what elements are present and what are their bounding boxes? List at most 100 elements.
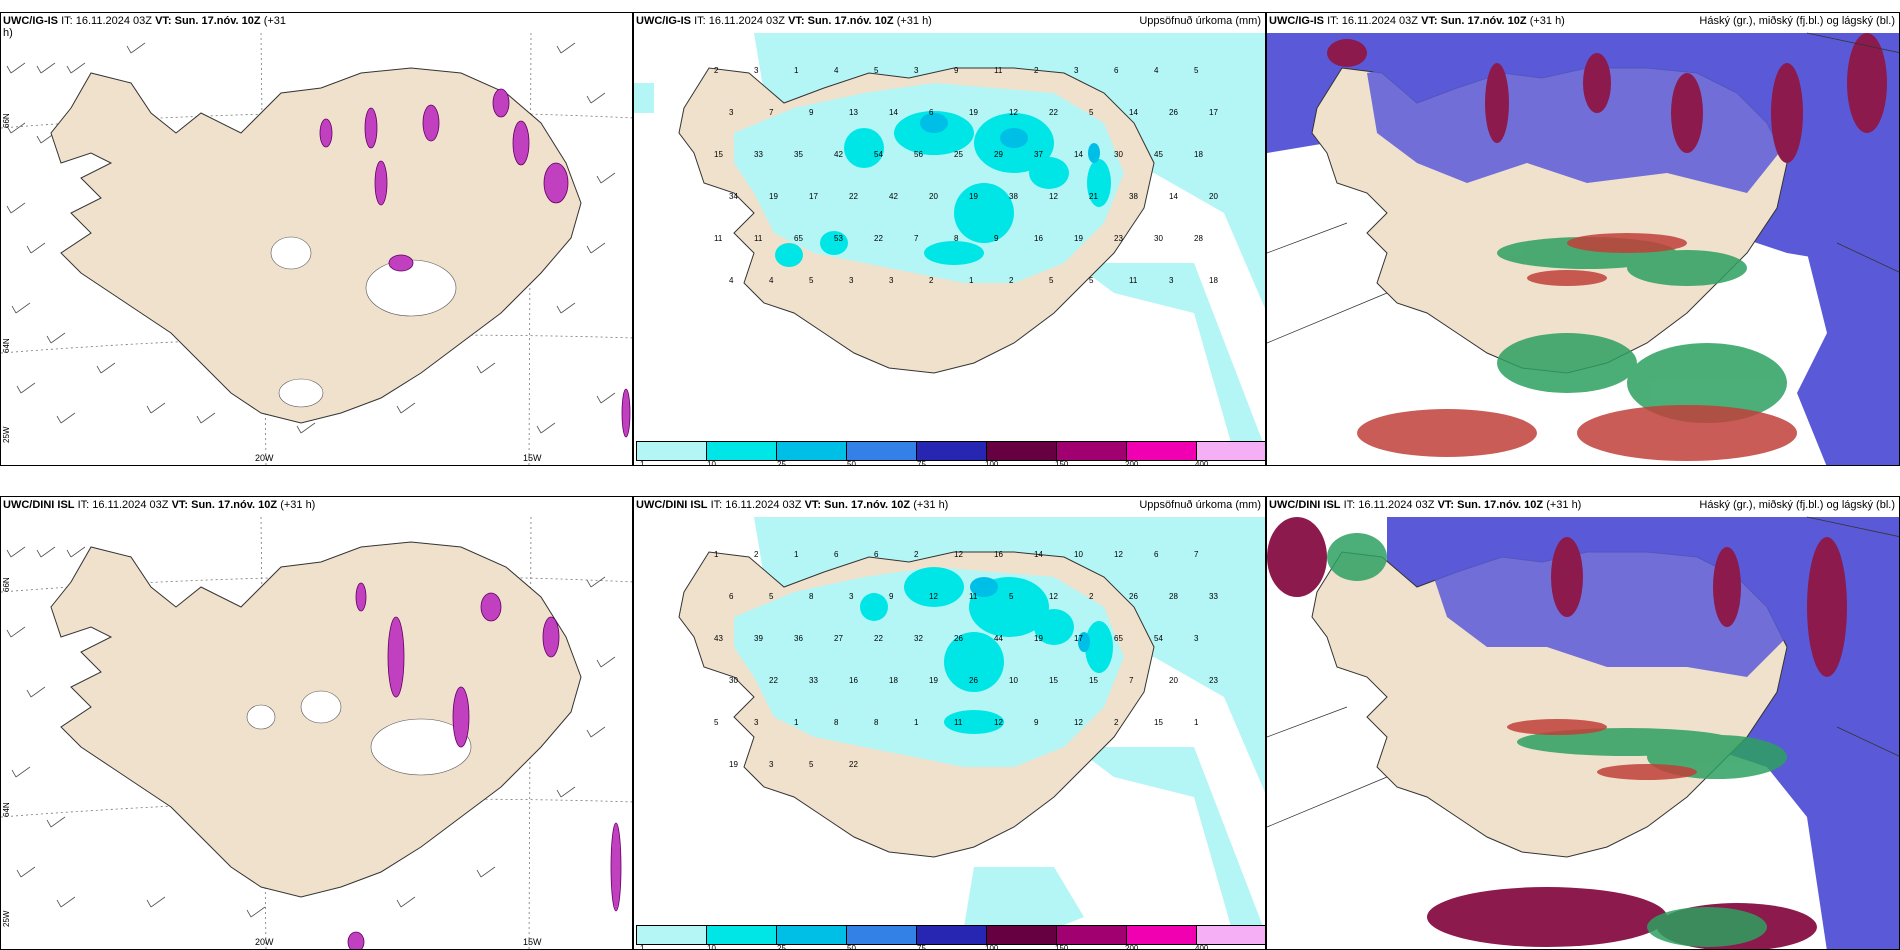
precip-value: 18: [889, 676, 898, 685]
colorbar-tick: 100: [985, 944, 999, 950]
precip-value: 33: [754, 150, 763, 159]
precip-value: 30: [1154, 234, 1163, 243]
map-panel-dini-precip: UWC/DINI ISL IT: 16.11.2024 03Z VT: Sun.…: [633, 496, 1266, 950]
precip-value: 20: [1209, 192, 1218, 201]
precip-value: 19: [969, 192, 978, 201]
panel-title-right: Háský (gr.), miðský (fj.bl.) og lágský (…: [1699, 499, 1895, 511]
precip-colorbar: 1 10 25 50 75 100 150 200 400: [636, 441, 1265, 465]
colorbar-seg: [1197, 442, 1265, 460]
precip-value: 16: [994, 550, 1003, 559]
precip-value: 1: [1194, 718, 1199, 727]
precip-value: 11: [754, 234, 763, 243]
precip-value: 4: [729, 276, 734, 285]
wind-map: [1, 32, 632, 465]
precip-value: 9: [809, 108, 814, 117]
colorbar-tick: 1: [640, 460, 645, 466]
precip-value: 23: [1114, 234, 1123, 243]
map-panel-igis-wind: UWC/IG-IS IT: 16.11.2024 03Z VT: Sun. 17…: [0, 12, 633, 466]
precip-value: 3: [754, 718, 759, 727]
precip-colorbar: 1 10 25 50 75 100 150 200 400: [636, 925, 1265, 949]
colorbar-tick: 25: [777, 944, 786, 950]
precip-value: 20: [1169, 676, 1178, 685]
lon-label-20w: 20W: [255, 453, 274, 463]
precip-value: 42: [834, 150, 843, 159]
precip-value: 35: [794, 150, 803, 159]
precip-value: 4: [1154, 66, 1159, 75]
colorbar-seg: [637, 442, 707, 460]
precip-value: 3: [754, 66, 759, 75]
wind-barbs: [6, 42, 616, 434]
precip-value: 18: [1194, 150, 1203, 159]
precip-value: 39: [754, 634, 763, 643]
lat-label-64n: 64N: [2, 338, 11, 353]
precip-value: 6: [729, 592, 734, 601]
precip-value: 22: [769, 676, 778, 685]
precip-value: 3: [769, 760, 774, 769]
precip-value: 11: [969, 592, 978, 601]
precip-value: 12: [954, 550, 963, 559]
precip-value: 10: [1074, 550, 1083, 559]
colorbar-tick: 400: [1195, 460, 1209, 466]
colorbar-seg: [1057, 442, 1127, 460]
precip-value: 8: [874, 718, 879, 727]
precip-value: 16: [849, 676, 858, 685]
cloud-map: [1267, 516, 1899, 949]
precip-value: 8: [954, 234, 959, 243]
colorbar-seg: [847, 926, 917, 944]
precip-value: 34: [729, 192, 738, 201]
precip-value: 7: [769, 108, 774, 117]
precip-value: 26: [969, 676, 978, 685]
precip-value: 37: [1034, 150, 1043, 159]
panel-header: UWC/DINI ISL IT: 16.11.2024 03Z VT: Sun.…: [636, 499, 949, 511]
precip-value: 7: [1129, 676, 1134, 685]
precip-value: 26: [954, 634, 963, 643]
precip-value: 2: [1009, 276, 1014, 285]
precip-value: 38: [1129, 192, 1138, 201]
precip-value: 1: [794, 718, 799, 727]
lon-label-15w: 15W: [523, 937, 542, 947]
precip-value: 6: [929, 108, 934, 117]
colorbar-tick: 150: [1055, 460, 1069, 466]
cloud-map: [1267, 32, 1899, 465]
colorbar-tick: 100: [985, 460, 999, 466]
precip-value: 3: [1169, 276, 1174, 285]
colorbar-seg: [1127, 442, 1197, 460]
precip-value: 9: [1034, 718, 1039, 727]
map-panel-dini-wind: UWC/DINI ISL IT: 16.11.2024 03Z VT: Sun.…: [0, 496, 633, 950]
lat-label-66n: 66N: [2, 113, 11, 128]
precip-value: 38: [1009, 192, 1018, 201]
precip-value: 1: [714, 550, 719, 559]
precip-value: 19: [969, 108, 978, 117]
colorbar-tick: 1: [640, 944, 645, 950]
colorbar-tick: 25: [777, 460, 786, 466]
colorbar-seg: [987, 442, 1057, 460]
precip-value: 26: [1129, 592, 1138, 601]
precip-value: 1: [794, 550, 799, 559]
precip-value: 2: [929, 276, 934, 285]
precip-value: 54: [1154, 634, 1163, 643]
colorbar-seg: [707, 926, 777, 944]
precip-value: 1: [794, 66, 799, 75]
colorbar-seg: [917, 442, 987, 460]
precip-value: 56: [914, 150, 923, 159]
colorbar-seg: [1197, 926, 1265, 944]
precip-value: 1: [914, 718, 919, 727]
precip-value: 9: [889, 592, 894, 601]
precip-value: 32: [914, 634, 923, 643]
precip-value: 43: [714, 634, 723, 643]
precip-value: 14: [1169, 192, 1178, 201]
precip-value: 3: [1194, 634, 1199, 643]
precip-value: 12: [1049, 192, 1058, 201]
precip-value: 7: [1194, 550, 1199, 559]
panel-title-right: Uppsöfnuð úrkoma (mm): [1139, 499, 1261, 511]
precip-value: 33: [809, 676, 818, 685]
precip-value: 2: [1114, 718, 1119, 727]
precip-value: 19: [929, 676, 938, 685]
precip-value: 28: [1169, 592, 1178, 601]
colorbar-tick: 150: [1055, 944, 1069, 950]
iceland-land: [50, 67, 582, 424]
precip-value: 18: [1209, 276, 1218, 285]
precip-value: 2: [1089, 592, 1094, 601]
colorbar-tick: 75: [917, 460, 926, 466]
